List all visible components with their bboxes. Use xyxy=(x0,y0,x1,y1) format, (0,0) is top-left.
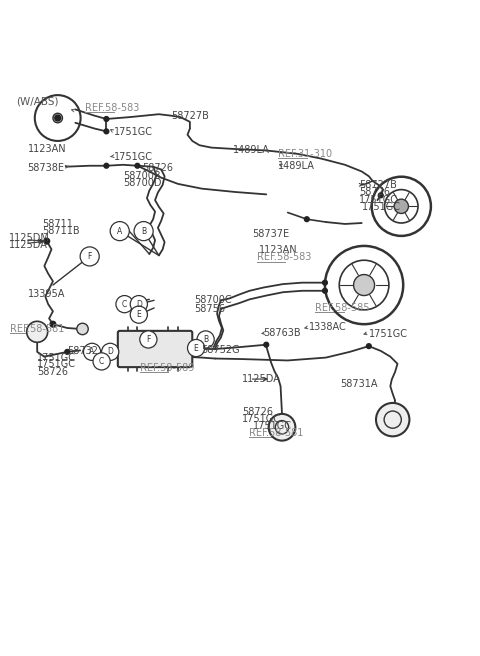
Text: E: E xyxy=(194,344,198,352)
Text: REF.58-583: REF.58-583 xyxy=(257,253,311,262)
Text: 1751GC: 1751GC xyxy=(37,352,76,363)
Text: 58727B: 58727B xyxy=(171,111,209,121)
Text: REF.58-589: REF.58-589 xyxy=(140,363,194,373)
Text: 58711B: 58711B xyxy=(42,226,80,236)
Text: C: C xyxy=(99,357,104,366)
Text: 1338AC: 1338AC xyxy=(309,322,347,332)
Circle shape xyxy=(304,216,309,222)
Circle shape xyxy=(135,163,140,168)
Text: C: C xyxy=(122,300,127,308)
Text: 58732: 58732 xyxy=(67,346,98,356)
Circle shape xyxy=(354,275,374,296)
Circle shape xyxy=(269,414,295,441)
Text: 58752G: 58752G xyxy=(201,346,240,356)
Text: B: B xyxy=(141,226,146,236)
Text: 58700D: 58700D xyxy=(123,178,162,188)
Text: 1751GC: 1751GC xyxy=(360,195,398,205)
Text: 58737E: 58737E xyxy=(252,228,289,239)
Text: 58711: 58711 xyxy=(42,219,73,229)
Text: D: D xyxy=(107,348,113,356)
Circle shape xyxy=(104,129,109,134)
Circle shape xyxy=(134,222,153,241)
Text: 58763B: 58763B xyxy=(263,328,300,338)
Text: 1751GC: 1751GC xyxy=(242,414,281,424)
Text: 1125DA: 1125DA xyxy=(242,374,281,384)
Text: B: B xyxy=(203,335,208,344)
Circle shape xyxy=(104,117,109,121)
Circle shape xyxy=(140,331,157,348)
Text: 1489LA: 1489LA xyxy=(233,146,270,155)
Text: 1751GC: 1751GC xyxy=(369,329,408,338)
Circle shape xyxy=(188,339,204,357)
Text: (W/ABS): (W/ABS) xyxy=(16,96,58,106)
Text: 1489LA: 1489LA xyxy=(278,161,315,171)
Circle shape xyxy=(93,353,110,370)
Text: 58756: 58756 xyxy=(195,304,226,314)
Circle shape xyxy=(77,323,88,335)
Circle shape xyxy=(50,321,56,327)
Circle shape xyxy=(102,343,119,360)
Text: 1751GC: 1751GC xyxy=(114,127,153,137)
Text: REF.58-581: REF.58-581 xyxy=(10,324,64,334)
Text: F: F xyxy=(87,252,92,261)
Text: 58738E: 58738E xyxy=(28,163,65,173)
Circle shape xyxy=(323,280,327,285)
Text: REF.58-583: REF.58-583 xyxy=(85,102,139,113)
Text: 1125DA: 1125DA xyxy=(9,240,48,250)
Text: 1751GC: 1751GC xyxy=(114,152,153,162)
Text: A: A xyxy=(89,348,95,356)
Circle shape xyxy=(104,163,109,168)
Circle shape xyxy=(130,306,147,323)
Text: A: A xyxy=(117,226,122,236)
Circle shape xyxy=(53,113,62,123)
Text: 13395A: 13395A xyxy=(28,289,65,298)
Circle shape xyxy=(366,344,371,348)
Text: 58731A: 58731A xyxy=(340,379,378,389)
Circle shape xyxy=(27,321,48,342)
FancyBboxPatch shape xyxy=(118,331,192,367)
Circle shape xyxy=(264,342,269,347)
Text: E: E xyxy=(136,310,141,319)
Text: 58700B: 58700B xyxy=(123,171,161,181)
Circle shape xyxy=(44,238,49,244)
Circle shape xyxy=(84,343,101,360)
Circle shape xyxy=(80,247,99,266)
Text: 1751GC: 1751GC xyxy=(37,359,76,369)
Text: D: D xyxy=(136,300,142,308)
Text: 1123AN: 1123AN xyxy=(28,144,66,154)
Circle shape xyxy=(130,296,147,313)
Text: 1751GC: 1751GC xyxy=(253,421,292,431)
Text: REF.31-310: REF.31-310 xyxy=(278,149,332,159)
Circle shape xyxy=(394,199,408,213)
Text: 58726: 58726 xyxy=(242,407,274,417)
Text: 1125DM: 1125DM xyxy=(9,234,49,243)
Text: 58726: 58726 xyxy=(142,163,173,173)
Text: REF.58-585: REF.58-585 xyxy=(315,303,370,313)
Text: F: F xyxy=(146,335,151,344)
Text: 1751GC: 1751GC xyxy=(362,202,401,212)
Circle shape xyxy=(65,350,70,354)
Circle shape xyxy=(110,222,129,241)
Text: 58726: 58726 xyxy=(360,188,390,197)
Text: REF.58-581: REF.58-581 xyxy=(249,428,303,438)
Circle shape xyxy=(197,331,214,348)
Circle shape xyxy=(55,115,60,121)
Circle shape xyxy=(116,296,133,313)
Circle shape xyxy=(323,289,327,293)
Text: 58726: 58726 xyxy=(37,367,68,377)
Circle shape xyxy=(376,403,409,436)
Text: 1123AN: 1123AN xyxy=(259,245,298,255)
Circle shape xyxy=(378,193,383,197)
Text: 58700C: 58700C xyxy=(195,295,232,305)
Text: 58727B: 58727B xyxy=(360,180,397,190)
